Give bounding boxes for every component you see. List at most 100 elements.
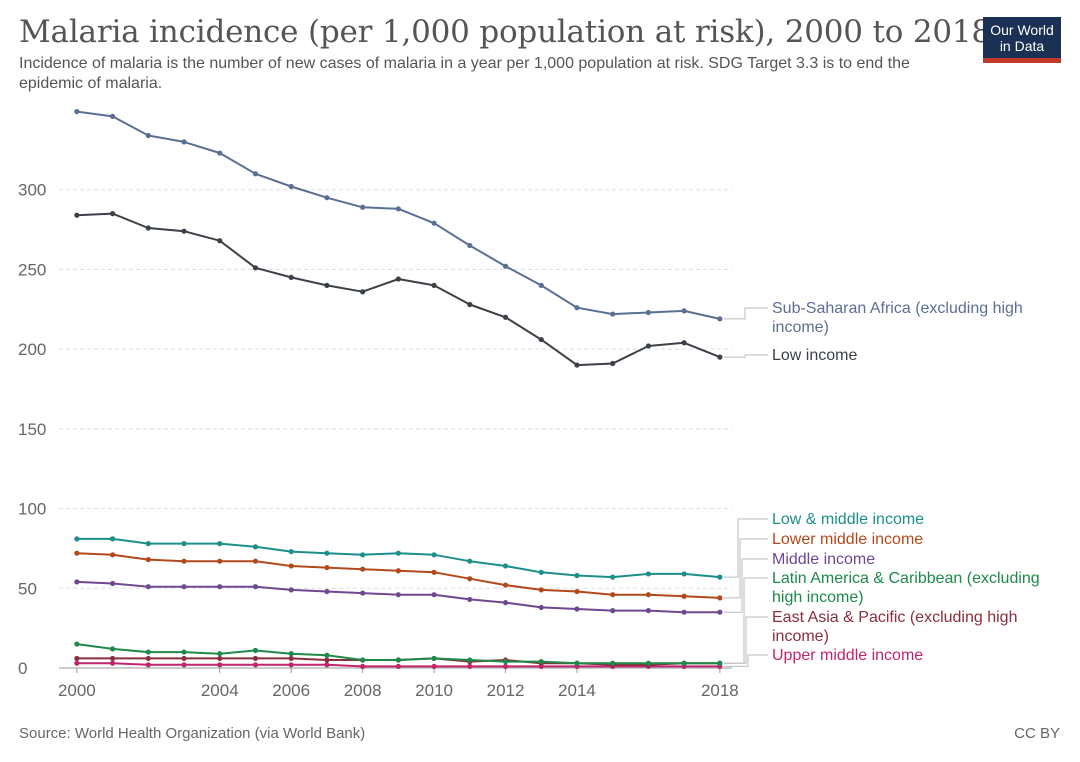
data-point-s1-2016[interactable] <box>645 343 652 349</box>
data-point-s5-2002[interactable] <box>145 649 151 655</box>
data-point-s5-2007[interactable] <box>324 652 330 658</box>
data-point-s5-2003[interactable] <box>181 649 187 655</box>
data-point-s1-2010[interactable] <box>431 282 437 288</box>
legend-label-1-line-0[interactable]: Low income <box>772 347 857 364</box>
data-point-s2-2000[interactable] <box>74 536 80 542</box>
data-point-s1-2006[interactable] <box>288 274 294 280</box>
data-point-s5-2010[interactable] <box>431 655 437 662</box>
data-point-s0-2002[interactable] <box>145 132 151 139</box>
data-point-s3-2013[interactable] <box>538 587 544 593</box>
data-point-s4-2005[interactable] <box>252 584 259 590</box>
data-point-s3-2007[interactable] <box>324 564 330 571</box>
legend-label-7-line-0[interactable]: Upper middle income <box>772 647 923 664</box>
data-point-s5-2004[interactable] <box>217 651 223 657</box>
data-point-s0-2013[interactable] <box>538 282 544 288</box>
data-point-s0-2017[interactable] <box>681 308 687 314</box>
data-point-s4-2000[interactable] <box>74 579 80 585</box>
data-point-s0-2009[interactable] <box>395 206 401 212</box>
data-point-s7-2009[interactable] <box>395 663 401 670</box>
data-point-s2-2008[interactable] <box>360 552 366 558</box>
series-line-0[interactable] <box>76 110 721 320</box>
data-point-s5-2008[interactable] <box>360 657 366 663</box>
data-point-s7-2012[interactable] <box>502 663 509 670</box>
data-point-s0-2018[interactable] <box>717 316 723 322</box>
data-point-s2-2006[interactable] <box>288 549 294 555</box>
data-point-s7-2003[interactable] <box>181 662 187 668</box>
data-point-s3-2016[interactable] <box>645 592 652 598</box>
data-point-s3-2003[interactable] <box>181 558 187 564</box>
data-point-s0-2012[interactable] <box>502 263 509 269</box>
data-point-s4-2008[interactable] <box>360 590 366 596</box>
data-point-s3-2002[interactable] <box>145 556 151 563</box>
data-point-s6-2002[interactable] <box>145 655 151 662</box>
data-point-s1-2004[interactable] <box>217 238 223 244</box>
data-point-s4-2010[interactable] <box>431 592 437 598</box>
data-point-s4-2007[interactable] <box>324 588 330 595</box>
legend-label-3-line-0[interactable]: Lower middle income <box>772 531 923 548</box>
data-point-s2-2011[interactable] <box>467 558 473 564</box>
data-point-s6-2001[interactable] <box>109 655 116 662</box>
data-point-s1-2002[interactable] <box>145 225 151 231</box>
data-point-s4-2011[interactable] <box>467 596 473 603</box>
data-point-s5-2013[interactable] <box>538 659 544 665</box>
data-point-s4-2003[interactable] <box>181 584 187 590</box>
data-point-s7-2007[interactable] <box>324 662 330 668</box>
data-point-s6-2007[interactable] <box>324 657 330 663</box>
data-point-s2-2015[interactable] <box>610 574 616 580</box>
data-point-s7-2006[interactable] <box>288 662 294 668</box>
data-point-s1-2007[interactable] <box>324 282 330 288</box>
license-link[interactable]: CC BY <box>1014 725 1060 742</box>
data-point-s5-2016[interactable] <box>645 660 652 666</box>
data-point-s3-2005[interactable] <box>252 558 259 564</box>
data-point-s1-2012[interactable] <box>502 314 509 320</box>
data-point-s6-2003[interactable] <box>181 655 187 662</box>
data-point-s0-2001[interactable] <box>109 113 116 119</box>
data-point-s0-2000[interactable] <box>74 108 80 115</box>
data-point-s5-2012[interactable] <box>502 659 509 665</box>
data-point-s5-2001[interactable] <box>109 646 116 652</box>
data-point-s2-2017[interactable] <box>681 571 687 577</box>
data-point-s1-2013[interactable] <box>538 336 544 343</box>
legend-label-5-line-0[interactable]: Latin America & Caribbean (excluding <box>772 570 1040 587</box>
data-point-s1-2018[interactable] <box>717 354 723 360</box>
data-point-s0-2014[interactable] <box>574 305 580 311</box>
data-point-s2-2013[interactable] <box>538 569 544 575</box>
data-point-s5-2005[interactable] <box>252 647 259 654</box>
data-point-s3-2009[interactable] <box>395 568 401 574</box>
data-point-s3-2012[interactable] <box>502 582 509 588</box>
data-point-s2-2005[interactable] <box>252 544 259 550</box>
data-point-s1-2003[interactable] <box>181 228 187 234</box>
legend-label-5-line-1[interactable]: high income) <box>772 589 864 606</box>
legend-label-0-line-1[interactable]: income) <box>772 319 829 336</box>
data-point-s2-2003[interactable] <box>181 541 187 547</box>
data-point-s2-2009[interactable] <box>395 550 401 556</box>
data-point-s3-2011[interactable] <box>467 576 473 582</box>
legend-label-0-line-0[interactable]: Sub-Saharan Africa (excluding high <box>772 300 1023 317</box>
legend-label-6-line-1[interactable]: income) <box>772 628 829 645</box>
data-point-s3-2018[interactable] <box>717 595 723 601</box>
data-point-s3-2004[interactable] <box>217 558 223 564</box>
data-point-s3-2014[interactable] <box>574 588 580 595</box>
data-point-s3-2006[interactable] <box>288 563 294 569</box>
data-point-s0-2007[interactable] <box>324 195 330 201</box>
data-point-s0-2003[interactable] <box>181 139 187 145</box>
data-point-s4-2015[interactable] <box>610 608 616 614</box>
data-point-s0-2005[interactable] <box>252 171 259 177</box>
legend-label-2-line-0[interactable]: Low & middle income <box>772 511 924 528</box>
data-point-s2-2016[interactable] <box>645 571 652 577</box>
data-point-s1-2001[interactable] <box>109 211 116 217</box>
data-point-s0-2010[interactable] <box>431 220 437 226</box>
data-point-s2-2018[interactable] <box>717 574 723 580</box>
data-point-s5-2006[interactable] <box>288 651 294 657</box>
data-point-s5-2014[interactable] <box>574 660 580 666</box>
data-point-s2-2014[interactable] <box>574 572 580 579</box>
data-point-s3-2010[interactable] <box>431 569 437 575</box>
data-point-s0-2011[interactable] <box>467 242 473 249</box>
data-point-s1-2015[interactable] <box>610 360 616 367</box>
data-point-s4-2014[interactable] <box>574 606 580 612</box>
data-point-s5-2011[interactable] <box>467 657 473 663</box>
data-point-s2-2012[interactable] <box>502 563 509 569</box>
data-point-s4-2017[interactable] <box>681 609 687 615</box>
legend-label-4-line-0[interactable]: Middle income <box>772 551 875 568</box>
